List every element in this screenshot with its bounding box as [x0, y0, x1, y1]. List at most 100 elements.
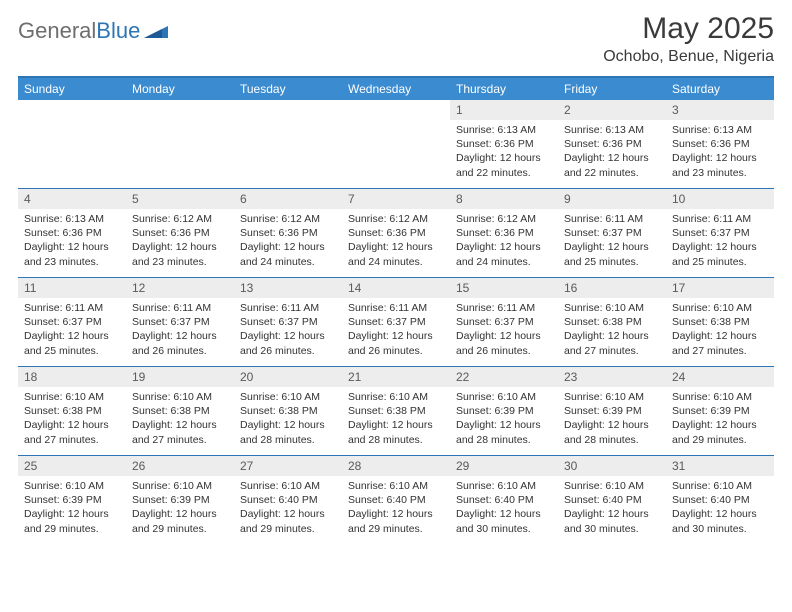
day-content: Sunrise: 6:10 AMSunset: 6:38 PMDaylight:…	[666, 298, 774, 362]
day-cell: 12Sunrise: 6:11 AMSunset: 6:37 PMDayligh…	[126, 278, 234, 366]
day-number: 5	[126, 189, 234, 209]
day-cell: 29Sunrise: 6:10 AMSunset: 6:40 PMDayligh…	[450, 456, 558, 544]
day-content: Sunrise: 6:12 AMSunset: 6:36 PMDaylight:…	[342, 209, 450, 273]
day-content: Sunrise: 6:10 AMSunset: 6:39 PMDaylight:…	[450, 387, 558, 451]
day-number: 8	[450, 189, 558, 209]
day-number: 7	[342, 189, 450, 209]
day-content: Sunrise: 6:10 AMSunset: 6:38 PMDaylight:…	[342, 387, 450, 451]
day-number: 30	[558, 456, 666, 476]
day-number: 21	[342, 367, 450, 387]
sunset-text: Sunset: 6:40 PM	[240, 493, 336, 507]
sunrise-text: Sunrise: 6:12 AM	[132, 212, 228, 226]
sunrise-text: Sunrise: 6:10 AM	[348, 479, 444, 493]
day-content: Sunrise: 6:10 AMSunset: 6:40 PMDaylight:…	[666, 476, 774, 540]
daylight-text: Daylight: 12 hours and 27 minutes.	[564, 329, 660, 357]
day-content: Sunrise: 6:10 AMSunset: 6:38 PMDaylight:…	[234, 387, 342, 451]
daylight-text: Daylight: 12 hours and 26 minutes.	[456, 329, 552, 357]
day-number: 3	[666, 100, 774, 120]
day-cell: 21Sunrise: 6:10 AMSunset: 6:38 PMDayligh…	[342, 367, 450, 455]
day-cell: 20Sunrise: 6:10 AMSunset: 6:38 PMDayligh…	[234, 367, 342, 455]
sunrise-text: Sunrise: 6:10 AM	[132, 479, 228, 493]
sunrise-text: Sunrise: 6:10 AM	[672, 479, 768, 493]
day-cell: 4Sunrise: 6:13 AMSunset: 6:36 PMDaylight…	[18, 189, 126, 277]
day-number: 19	[126, 367, 234, 387]
day-cell	[342, 100, 450, 188]
sunset-text: Sunset: 6:38 PM	[672, 315, 768, 329]
weeks-container: 1Sunrise: 6:13 AMSunset: 6:36 PMDaylight…	[18, 100, 774, 544]
sunset-text: Sunset: 6:36 PM	[456, 137, 552, 151]
day-cell: 31Sunrise: 6:10 AMSunset: 6:40 PMDayligh…	[666, 456, 774, 544]
sunset-text: Sunset: 6:36 PM	[348, 226, 444, 240]
day-content: Sunrise: 6:11 AMSunset: 6:37 PMDaylight:…	[450, 298, 558, 362]
sunrise-text: Sunrise: 6:10 AM	[564, 301, 660, 315]
day-content: Sunrise: 6:10 AMSunset: 6:38 PMDaylight:…	[558, 298, 666, 362]
day-content: Sunrise: 6:10 AMSunset: 6:38 PMDaylight:…	[126, 387, 234, 451]
day-number: 4	[18, 189, 126, 209]
day-content: Sunrise: 6:13 AMSunset: 6:36 PMDaylight:…	[18, 209, 126, 273]
sunrise-text: Sunrise: 6:10 AM	[132, 390, 228, 404]
day-cell: 30Sunrise: 6:10 AMSunset: 6:40 PMDayligh…	[558, 456, 666, 544]
day-content: Sunrise: 6:13 AMSunset: 6:36 PMDaylight:…	[558, 120, 666, 184]
dow-sunday: Sunday	[18, 78, 126, 100]
day-cell: 24Sunrise: 6:10 AMSunset: 6:39 PMDayligh…	[666, 367, 774, 455]
sunset-text: Sunset: 6:39 PM	[564, 404, 660, 418]
sunrise-text: Sunrise: 6:10 AM	[24, 390, 120, 404]
sunrise-text: Sunrise: 6:13 AM	[24, 212, 120, 226]
day-cell: 17Sunrise: 6:10 AMSunset: 6:38 PMDayligh…	[666, 278, 774, 366]
sunset-text: Sunset: 6:39 PM	[132, 493, 228, 507]
sunrise-text: Sunrise: 6:11 AM	[456, 301, 552, 315]
day-cell	[18, 100, 126, 188]
calendar: Sunday Monday Tuesday Wednesday Thursday…	[18, 76, 774, 544]
day-content: Sunrise: 6:12 AMSunset: 6:36 PMDaylight:…	[234, 209, 342, 273]
day-number: 16	[558, 278, 666, 298]
day-cell: 15Sunrise: 6:11 AMSunset: 6:37 PMDayligh…	[450, 278, 558, 366]
day-cell: 2Sunrise: 6:13 AMSunset: 6:36 PMDaylight…	[558, 100, 666, 188]
daylight-text: Daylight: 12 hours and 30 minutes.	[564, 507, 660, 535]
day-content: Sunrise: 6:11 AMSunset: 6:37 PMDaylight:…	[558, 209, 666, 273]
week-row: 4Sunrise: 6:13 AMSunset: 6:36 PMDaylight…	[18, 188, 774, 277]
day-cell: 1Sunrise: 6:13 AMSunset: 6:36 PMDaylight…	[450, 100, 558, 188]
daylight-text: Daylight: 12 hours and 29 minutes.	[348, 507, 444, 535]
sunrise-text: Sunrise: 6:11 AM	[348, 301, 444, 315]
day-number: 2	[558, 100, 666, 120]
day-content: Sunrise: 6:10 AMSunset: 6:39 PMDaylight:…	[558, 387, 666, 451]
day-number: 11	[18, 278, 126, 298]
daylight-text: Daylight: 12 hours and 30 minutes.	[456, 507, 552, 535]
sunrise-text: Sunrise: 6:10 AM	[456, 479, 552, 493]
daylight-text: Daylight: 12 hours and 26 minutes.	[240, 329, 336, 357]
day-cell: 6Sunrise: 6:12 AMSunset: 6:36 PMDaylight…	[234, 189, 342, 277]
sunset-text: Sunset: 6:37 PM	[240, 315, 336, 329]
dow-friday: Friday	[558, 78, 666, 100]
sunrise-text: Sunrise: 6:13 AM	[564, 123, 660, 137]
daylight-text: Daylight: 12 hours and 23 minutes.	[132, 240, 228, 268]
day-content: Sunrise: 6:10 AMSunset: 6:39 PMDaylight:…	[666, 387, 774, 451]
day-cell: 9Sunrise: 6:11 AMSunset: 6:37 PMDaylight…	[558, 189, 666, 277]
sunset-text: Sunset: 6:36 PM	[132, 226, 228, 240]
sunrise-text: Sunrise: 6:11 AM	[564, 212, 660, 226]
day-cell: 27Sunrise: 6:10 AMSunset: 6:40 PMDayligh…	[234, 456, 342, 544]
day-content: Sunrise: 6:11 AMSunset: 6:37 PMDaylight:…	[18, 298, 126, 362]
day-number	[126, 100, 234, 106]
day-content: Sunrise: 6:13 AMSunset: 6:36 PMDaylight:…	[666, 120, 774, 184]
day-number	[18, 100, 126, 106]
day-cell: 19Sunrise: 6:10 AMSunset: 6:38 PMDayligh…	[126, 367, 234, 455]
sunrise-text: Sunrise: 6:10 AM	[672, 390, 768, 404]
week-row: 11Sunrise: 6:11 AMSunset: 6:37 PMDayligh…	[18, 277, 774, 366]
sunset-text: Sunset: 6:36 PM	[672, 137, 768, 151]
daylight-text: Daylight: 12 hours and 25 minutes.	[564, 240, 660, 268]
sunrise-text: Sunrise: 6:10 AM	[564, 390, 660, 404]
day-content: Sunrise: 6:12 AMSunset: 6:36 PMDaylight:…	[450, 209, 558, 273]
daylight-text: Daylight: 12 hours and 24 minutes.	[456, 240, 552, 268]
day-cell: 5 Sunrise: 6:12 AMSunset: 6:36 PMDaylight…	[126, 189, 234, 277]
sunset-text: Sunset: 6:40 PM	[348, 493, 444, 507]
daylight-text: Daylight: 12 hours and 28 minutes.	[456, 418, 552, 446]
day-content: Sunrise: 6:11 AMSunset: 6:37 PMDaylight:…	[342, 298, 450, 362]
day-content: Sunrise: 6:10 AMSunset: 6:40 PMDaylight:…	[342, 476, 450, 540]
daylight-text: Daylight: 12 hours and 23 minutes.	[672, 151, 768, 179]
sunrise-text: Sunrise: 6:10 AM	[24, 479, 120, 493]
sunrise-text: Sunrise: 6:12 AM	[348, 212, 444, 226]
sunrise-text: Sunrise: 6:10 AM	[348, 390, 444, 404]
day-cell: 7Sunrise: 6:12 AMSunset: 6:36 PMDaylight…	[342, 189, 450, 277]
day-number	[234, 100, 342, 106]
daylight-text: Daylight: 12 hours and 24 minutes.	[348, 240, 444, 268]
